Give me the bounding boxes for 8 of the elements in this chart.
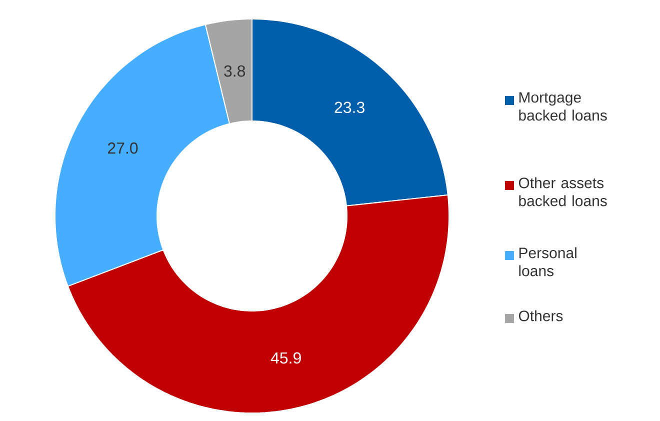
data-label: 23.3 — [334, 102, 364, 114]
legend-label: Other assets backed loans — [518, 177, 607, 206]
data-label: 27.0 — [108, 142, 138, 154]
legend-label: Others — [518, 310, 563, 322]
data-label: 45.9 — [270, 352, 301, 364]
data-label: 3.8 — [224, 65, 246, 77]
legend-label: Mortgage backed loans — [519, 92, 607, 121]
legend-label: Personal loans — [519, 247, 576, 276]
